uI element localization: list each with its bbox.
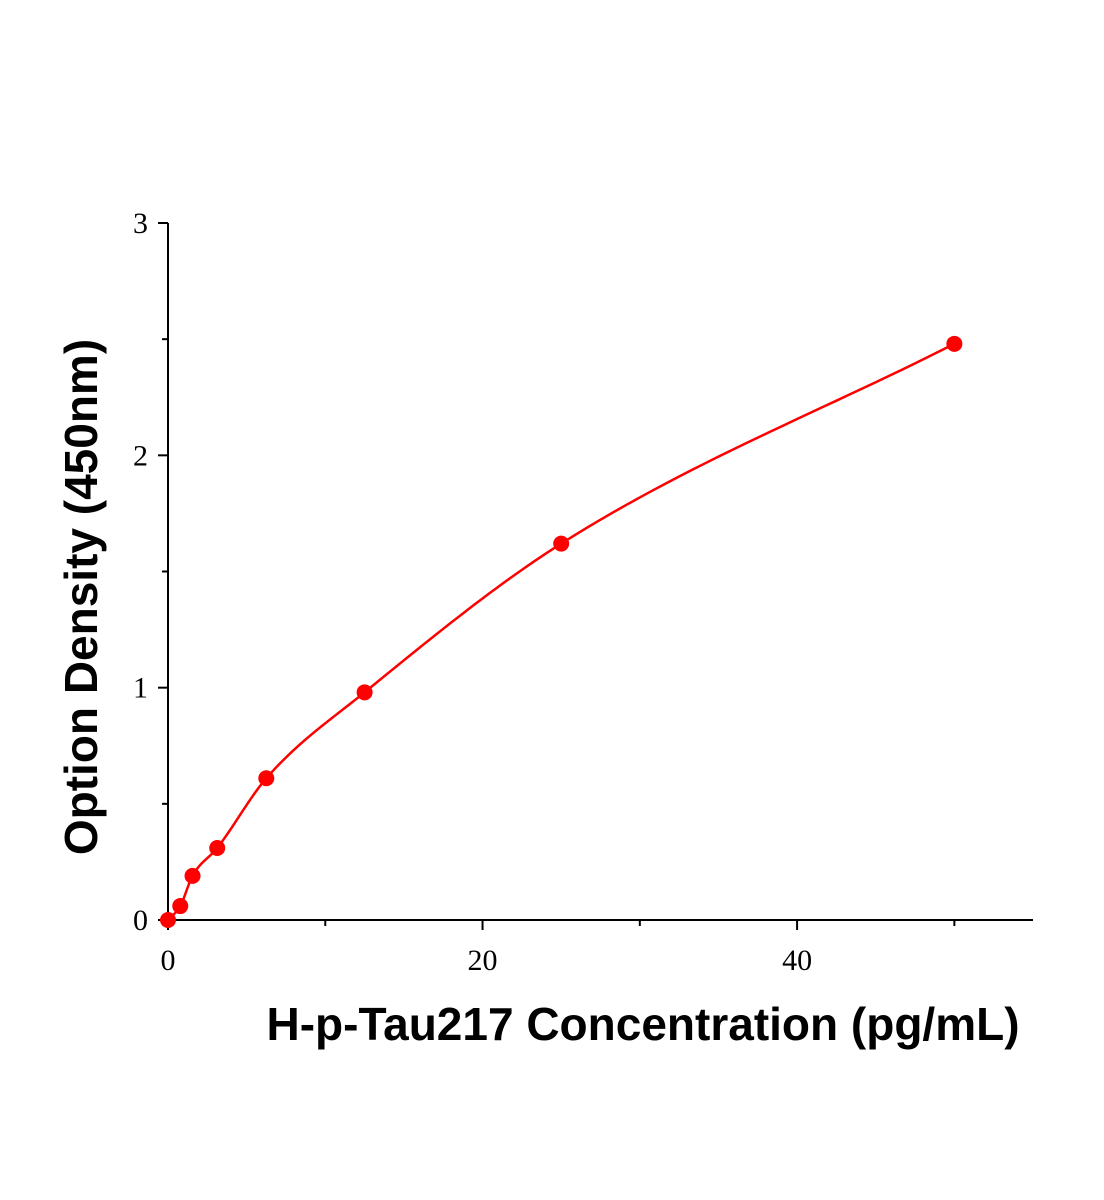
y-tick-label: 0 <box>133 904 148 937</box>
x-tick-label: 0 <box>161 944 176 977</box>
data-point <box>172 898 189 915</box>
data-point <box>184 867 201 884</box>
data-point <box>160 912 176 928</box>
data-point <box>356 684 373 701</box>
axes <box>167 223 1033 921</box>
fit-curve <box>167 342 955 921</box>
data-point <box>209 839 226 856</box>
data-points-layer <box>160 335 963 928</box>
y-axis-title: Option Density (450nm) <box>55 339 107 855</box>
x-tick-label: 20 <box>468 944 498 977</box>
y-tick-label: 3 <box>133 207 148 240</box>
data-point <box>946 335 963 352</box>
x-tick-label: 40 <box>782 944 812 977</box>
y-tick-label: 2 <box>133 439 148 472</box>
ticks: 0 20 40 0 1 2 3 <box>133 207 956 977</box>
y-tick-label: 1 <box>133 672 148 705</box>
data-point <box>553 535 570 552</box>
data-point <box>258 770 275 787</box>
x-axis-title: H-p-Tau217 Concentration (pg/mL) <box>266 998 1019 1050</box>
fit-curve-layer <box>167 342 955 921</box>
